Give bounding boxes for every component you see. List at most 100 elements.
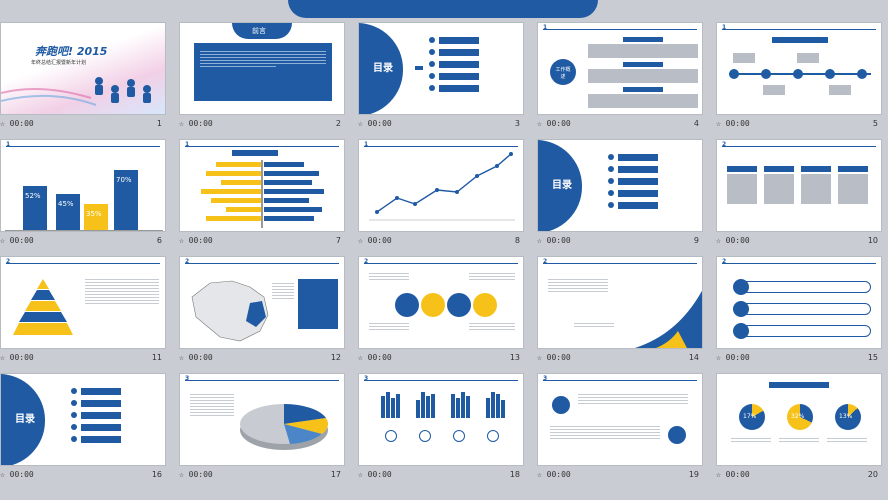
- top-tab-decoration: [288, 0, 598, 18]
- slide-20-pie-3: [835, 404, 861, 430]
- slide-17-pie3d: [240, 404, 328, 450]
- slide-11-timing: ☆ 00:00: [0, 353, 34, 362]
- slide-18-icons: [385, 430, 499, 442]
- slide-5-timing: ☆ 00:00: [716, 119, 750, 128]
- slide-15-timing: ☆ 00:00: [716, 353, 750, 362]
- slide-6-bar-2: 45%: [56, 194, 80, 230]
- slide-15-dot-1: [733, 279, 749, 295]
- slide-thumbnail-4[interactable]: 1 工作概述 ☆ 00:00 4: [537, 22, 707, 136]
- slide-thumbnail-15[interactable]: 2 ☆ 00:00 15: [716, 256, 886, 370]
- slide-14-timing: ☆ 00:00: [537, 353, 571, 362]
- slide-1-number: 1: [156, 119, 162, 128]
- slide-7-footer: ☆ 00:00 7: [179, 236, 345, 248]
- slide-18-canvas: 3: [358, 373, 524, 466]
- slide-2-footer: ☆ 00:00 2: [179, 119, 345, 131]
- slide-20-pie-2: [787, 404, 813, 430]
- slide-17-number: 17: [330, 470, 341, 479]
- slide-5-box-d: [829, 85, 851, 95]
- slide-5-nodes: [729, 69, 867, 79]
- slide-thumbnail-9[interactable]: 目录 ☆ 00:00 9: [537, 139, 707, 253]
- slide-1-timing: ☆ 00:00: [0, 119, 34, 128]
- slide-thumbnail-11[interactable]: 2 ☆ 00:00 11: [0, 256, 170, 370]
- slide-2-timing: ☆ 00:00: [179, 119, 213, 128]
- slide-19-section: 3: [543, 375, 548, 382]
- slide-12-canvas: 2: [179, 256, 345, 349]
- slide-8-number: 8: [514, 236, 520, 245]
- slide-11-section: 2: [6, 258, 11, 265]
- slide-14-text: [548, 279, 608, 294]
- slide-5-box-c: [763, 85, 785, 95]
- slide-19-text-a: [578, 394, 688, 406]
- slide-16-timing: ☆ 00:00: [0, 470, 34, 479]
- slide-5-footer: ☆ 00:00 5: [716, 119, 882, 131]
- slide-3-arrow: [415, 66, 423, 70]
- slide-thumbnail-14[interactable]: 2 ☆ 00:00 14: [537, 256, 707, 370]
- slide-7-canvas: 1: [179, 139, 345, 232]
- slide-9-timing: ☆ 00:00: [537, 236, 571, 245]
- slide-20-pie-1: [739, 404, 765, 430]
- slide-15-section: 2: [722, 258, 727, 265]
- slide-10-number: 10: [867, 236, 878, 245]
- slide-4-title: 工作概述: [555, 67, 571, 80]
- slide-16-number: 16: [151, 470, 162, 479]
- slide-13-section: 2: [364, 258, 369, 265]
- slide-thumbnail-8[interactable]: 1 ☆ 00:00 8: [358, 139, 528, 253]
- slide-thumbnail-2[interactable]: 前言 ☆ 00:00 2: [179, 22, 349, 136]
- slide-thumbnail-17[interactable]: 3 ☆ 00:00 17: [179, 373, 349, 487]
- slide-14-text-b: [574, 323, 614, 329]
- slide-10-timing: ☆ 00:00: [716, 236, 750, 245]
- slide-5-canvas: 1: [716, 22, 882, 115]
- slide-7-section: 1: [185, 141, 190, 148]
- slide-15-number: 15: [867, 353, 878, 362]
- slide-15-row-2: [741, 303, 871, 315]
- slide-19-text-b: [550, 426, 660, 441]
- slide-thumbnail-6[interactable]: 1 52% 45% 35% 70% ☆ 00:00 6: [0, 139, 170, 253]
- slide-4-boxes: [588, 37, 698, 108]
- slide-3-footer: ☆ 00:00 3: [358, 119, 524, 131]
- slide-20-canvas: 17% 32% 13%: [716, 373, 882, 466]
- slide-15-dot-2: [733, 301, 749, 317]
- slide-thumbnail-1[interactable]: 奔跑吧! 2015 年终总结汇报暨新年计划 ☆ 00:00 1: [0, 22, 170, 136]
- slide-6-section: 1: [6, 141, 11, 148]
- slide-8-timing: ☆ 00:00: [358, 236, 392, 245]
- slide-7-left-bars: [196, 162, 261, 221]
- slide-14-number: 14: [688, 353, 699, 362]
- slide-8-line-chart: [369, 152, 515, 221]
- slide-8-section: 1: [364, 141, 369, 148]
- slide-20-footer: ☆ 00:00 20: [716, 470, 882, 482]
- slide-20-text-a: [731, 438, 771, 444]
- slide-3-canvas: 目录: [358, 22, 524, 115]
- slide-20-text-c: [827, 438, 867, 444]
- slide-9-footer: ☆ 00:00 9: [537, 236, 703, 248]
- slide-thumbnail-12[interactable]: 2 ☆ 00:00 12: [179, 256, 349, 370]
- slide-thumbnail-16[interactable]: 目录 ☆ 00:00 16: [0, 373, 170, 487]
- slide-12-textbox: [298, 279, 338, 329]
- slide-16-canvas: 目录: [0, 373, 166, 466]
- slide-13-text-a: [369, 273, 409, 282]
- slide-3-title: 目录: [373, 63, 393, 74]
- slide-2-canvas: 前言: [179, 22, 345, 115]
- slide-18-footer: ☆ 00:00 18: [358, 470, 524, 482]
- slide-thumbnail-7[interactable]: 1 ☆ 00:00: [179, 139, 349, 253]
- slide-10-footer: ☆ 00:00 10: [716, 236, 882, 248]
- slide-4-section: 1: [543, 24, 548, 31]
- slide-thumbnail-19[interactable]: 3 ☆ 00:00 19: [537, 373, 707, 487]
- slide-12-timing: ☆ 00:00: [179, 353, 213, 362]
- slide-thumbnail-13[interactable]: 2 ☆ 00:00 13: [358, 256, 528, 370]
- slide-13-footer: ☆ 00:00 13: [358, 353, 524, 365]
- slide-18-bar-groups: [381, 392, 505, 418]
- slide-3-number: 3: [514, 119, 520, 128]
- slide-7-number: 7: [335, 236, 341, 245]
- slide-thumbnail-10[interactable]: 2 ☆ 00:00 10: [716, 139, 886, 253]
- slide-6-footer: ☆ 00:00 6: [0, 236, 166, 248]
- slide-thumbnail-18[interactable]: 3 ☆ 00:00 18: [358, 373, 528, 487]
- slide-7-axis: [261, 160, 263, 228]
- slide-5-label: [772, 37, 828, 43]
- slide-11-text: [85, 279, 159, 306]
- slide-13-circles: [395, 293, 497, 317]
- slide-thumbnail-3[interactable]: 目录 ☆ 00:00 3: [358, 22, 528, 136]
- slide-thumbnail-20[interactable]: 17% 32% 13% ☆ 00:00 20: [716, 373, 886, 487]
- slide-19-circle-b: [668, 426, 686, 444]
- slide-thumbnail-5[interactable]: 1 ☆ 00:00 5: [716, 22, 886, 136]
- slide-4-timing: ☆ 00:00: [537, 119, 571, 128]
